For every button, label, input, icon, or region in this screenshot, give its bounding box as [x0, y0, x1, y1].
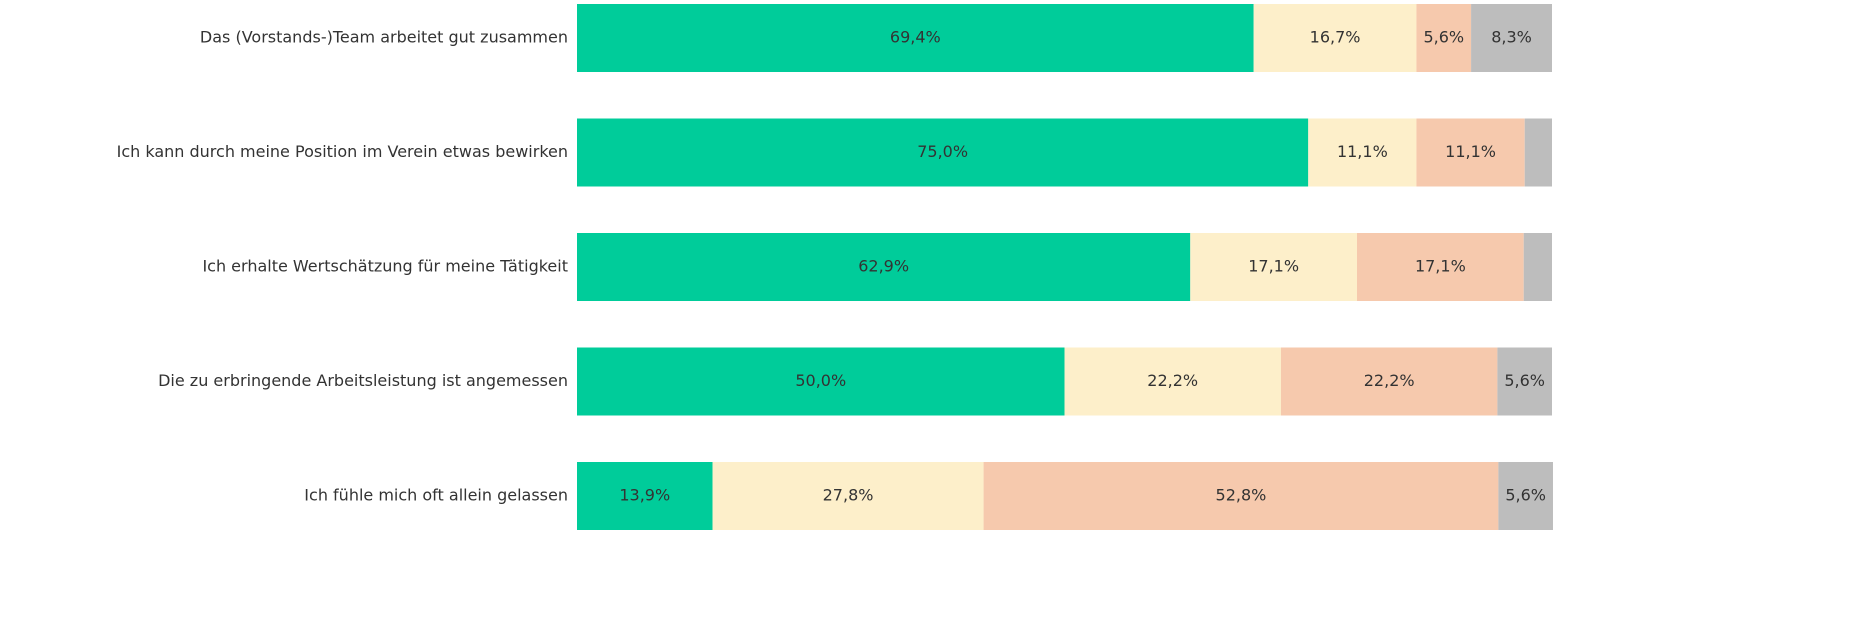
category-label: Ich fühle mich oft allein gelassen: [304, 486, 568, 505]
bar-segment: [712, 462, 984, 530]
value-label: 5,6%: [1505, 486, 1546, 505]
value-label: 69,4%: [890, 28, 941, 47]
bar-segment: [1357, 233, 1524, 301]
bar-segment: [577, 118, 1309, 187]
bar-segment: [1497, 347, 1552, 416]
category-label: Das (Vorstands-)Team arbeitet gut zusamm…: [200, 28, 568, 47]
bar-segment: [577, 462, 713, 530]
value-label: 50,0%: [795, 371, 846, 390]
value-label: 5,6%: [1423, 28, 1464, 47]
bar-segment: [1064, 347, 1281, 416]
bar-segment: [577, 233, 1191, 301]
value-label: 11,1%: [1445, 142, 1496, 161]
bar-segment: [1471, 4, 1552, 72]
category-label: Ich kann durch meine Position im Verein …: [117, 142, 568, 161]
category-label: Die zu erbringende Arbeitsleistung ist a…: [158, 371, 568, 390]
bar-segment: [577, 347, 1065, 416]
value-label: 16,7%: [1310, 28, 1361, 47]
value-label: 52,8%: [1216, 486, 1267, 505]
bar-segment: [1416, 4, 1472, 72]
bar-segment: [1280, 347, 1498, 416]
bar-segment: [1498, 462, 1553, 530]
value-label: 22,2%: [1147, 371, 1198, 390]
value-label: 13,9%: [619, 486, 670, 505]
bar-segment: [1308, 118, 1417, 187]
value-label: 5,6%: [1504, 371, 1545, 390]
bar-segment: [1253, 4, 1417, 72]
value-label: 75,0%: [917, 142, 968, 161]
bar-segment: [577, 4, 1254, 72]
value-label: 62,9%: [858, 257, 909, 276]
bar-segment: [983, 462, 1499, 530]
category-label: Ich erhalte Wertschätzung für meine Täti…: [202, 257, 568, 276]
value-label: 11,1%: [1337, 142, 1388, 161]
value-label: 22,2%: [1364, 371, 1415, 390]
bar-segment: [1190, 233, 1357, 301]
value-label: 27,8%: [823, 486, 874, 505]
bar-segment: [1416, 118, 1525, 187]
bar-segment: [1524, 118, 1552, 187]
value-label: 17,1%: [1248, 257, 1299, 276]
bar-segment: [1523, 233, 1552, 301]
value-label: 8,3%: [1491, 28, 1532, 47]
value-label: 17,1%: [1415, 257, 1466, 276]
